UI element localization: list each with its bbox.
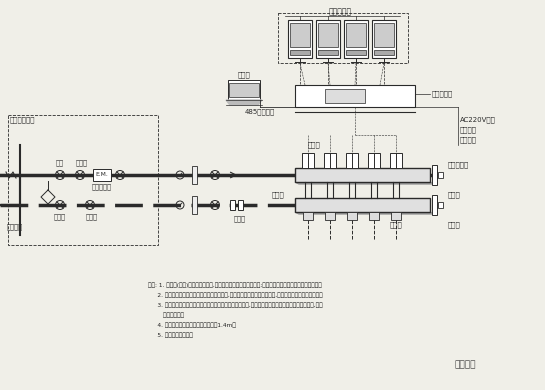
Bar (318, 23, 338, 47)
Text: 485通讯接口: 485通讯接口 (245, 109, 275, 115)
Bar (295, 85, 415, 107)
Text: 平衡阀: 平衡阀 (54, 214, 66, 220)
Bar (438, 172, 443, 178)
Bar (192, 196, 197, 214)
Bar (238, 200, 243, 210)
Bar (325, 89, 365, 103)
Text: 无源驱动: 无源驱动 (460, 137, 477, 143)
Bar (93, 169, 111, 181)
Text: 热计量装置: 热计量装置 (92, 184, 112, 190)
Text: 泄水阀: 泄水阀 (448, 192, 461, 198)
Text: 室温温控器: 室温温控器 (329, 7, 352, 16)
Bar (368, 153, 380, 168)
Text: 5. 可采用无线控制。: 5. 可采用无线控制。 (148, 332, 193, 338)
Bar (374, 50, 394, 55)
Bar (290, 23, 310, 47)
Bar (390, 153, 402, 168)
Bar (318, 50, 338, 55)
Text: 回水立管: 回水立管 (7, 224, 23, 230)
Text: 管道井内部件: 管道井内部件 (10, 117, 35, 123)
Text: 3. 热水地面辐射供暖分环路控制主要以电动控制方式为主,调节阀宜采用电热式或自力式温度控制阀,也可: 3. 热水地面辐射供暖分环路控制主要以电动控制方式为主,调节阀宜采用电热式或自力… (148, 302, 323, 308)
Bar (192, 166, 197, 184)
Bar (303, 212, 313, 220)
Bar (432, 195, 437, 215)
Text: 集线控制器: 集线控制器 (432, 91, 453, 97)
Text: 说明: 1. 分环路(分室)控制加装集控盒,增加集中控制与远程控制功能;集控器通讯接口可连接各类网络系统。: 说明: 1. 分环路(分室)控制加装集控盒,增加集中控制与远程控制功能;集控器通… (148, 282, 322, 288)
Bar (374, 23, 394, 47)
Bar (325, 212, 335, 220)
Text: 有源驱动: 有源驱动 (460, 127, 477, 133)
Text: 自动排气阀: 自动排气阀 (448, 162, 469, 168)
Text: 计算机: 计算机 (238, 72, 250, 78)
Bar (438, 202, 443, 208)
Bar (288, 20, 312, 58)
Text: 阀门: 阀门 (56, 160, 64, 166)
Bar (316, 20, 340, 58)
Text: 4. 温控器的控制器设置离度宜距地面1.4m。: 4. 温控器的控制器设置离度宜距地面1.4m。 (148, 322, 236, 328)
Bar (369, 212, 379, 220)
Text: 集水器: 集水器 (271, 192, 284, 198)
Bar (302, 153, 314, 168)
Text: 2. 室温温控器宜设在被控温的房间或区域内,自动调节阀可内置于集水器中,也可外接于集水器各环路上。: 2. 室温温控器宜设在被控温的房间或区域内,自动调节阀可内置于集水器中,也可外接… (148, 292, 323, 298)
Bar (295, 198, 430, 212)
Polygon shape (226, 100, 262, 105)
Bar (278, 13, 408, 63)
Bar (290, 50, 310, 55)
Bar (346, 50, 366, 55)
Bar (346, 153, 358, 168)
Text: 活接头: 活接头 (234, 216, 246, 222)
Bar (391, 212, 401, 220)
Text: 机电人脉: 机电人脉 (454, 360, 476, 369)
Bar (432, 165, 437, 185)
Polygon shape (295, 182, 434, 184)
Text: 分水器: 分水器 (390, 222, 403, 228)
Bar (229, 83, 259, 97)
Text: 锁闭阀: 锁闭阀 (86, 214, 98, 220)
Text: AC220V输入: AC220V输入 (460, 117, 496, 123)
Text: E.M.: E.M. (95, 172, 108, 177)
Bar (8, 115, 158, 245)
Bar (324, 153, 336, 168)
Polygon shape (295, 212, 434, 214)
Bar (372, 20, 396, 58)
Text: 过滤器: 过滤器 (76, 160, 88, 166)
Text: 分水器: 分水器 (448, 222, 461, 228)
Text: 温控阀: 温控阀 (308, 142, 321, 148)
Bar (230, 200, 235, 210)
Bar (346, 23, 366, 47)
Bar (344, 20, 368, 58)
Bar (347, 212, 357, 220)
Text: 采用电动阀。: 采用电动阀。 (148, 312, 184, 318)
Bar (228, 80, 260, 100)
Bar (295, 168, 430, 182)
